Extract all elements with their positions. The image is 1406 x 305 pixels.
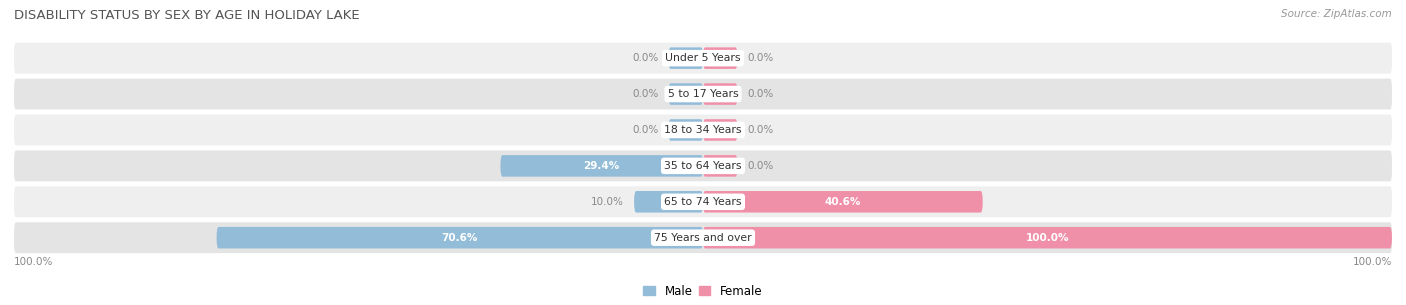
Text: 70.6%: 70.6% (441, 233, 478, 243)
FancyBboxPatch shape (217, 227, 703, 249)
Text: 75 Years and over: 75 Years and over (654, 233, 752, 243)
Text: 10.0%: 10.0% (591, 197, 624, 207)
FancyBboxPatch shape (14, 186, 1392, 217)
Text: 0.0%: 0.0% (631, 89, 658, 99)
FancyBboxPatch shape (669, 83, 703, 105)
Text: 100.0%: 100.0% (1026, 233, 1069, 243)
FancyBboxPatch shape (501, 155, 703, 177)
FancyBboxPatch shape (669, 119, 703, 141)
Text: 18 to 34 Years: 18 to 34 Years (664, 125, 742, 135)
FancyBboxPatch shape (703, 155, 738, 177)
Text: 0.0%: 0.0% (748, 53, 775, 63)
FancyBboxPatch shape (703, 119, 738, 141)
Text: 40.6%: 40.6% (825, 197, 860, 207)
Legend: Male, Female: Male, Female (638, 280, 768, 302)
FancyBboxPatch shape (14, 222, 1392, 253)
FancyBboxPatch shape (14, 43, 1392, 74)
Text: 5 to 17 Years: 5 to 17 Years (668, 89, 738, 99)
Text: 0.0%: 0.0% (631, 125, 658, 135)
FancyBboxPatch shape (703, 227, 1392, 249)
FancyBboxPatch shape (14, 150, 1392, 181)
Text: 29.4%: 29.4% (583, 161, 620, 171)
Text: 0.0%: 0.0% (748, 161, 775, 171)
FancyBboxPatch shape (703, 47, 738, 69)
FancyBboxPatch shape (703, 83, 738, 105)
FancyBboxPatch shape (14, 114, 1392, 145)
Text: 35 to 64 Years: 35 to 64 Years (664, 161, 742, 171)
Text: 100.0%: 100.0% (1353, 257, 1392, 267)
FancyBboxPatch shape (703, 191, 983, 213)
Text: 100.0%: 100.0% (14, 257, 53, 267)
FancyBboxPatch shape (634, 191, 703, 213)
Text: DISABILITY STATUS BY SEX BY AGE IN HOLIDAY LAKE: DISABILITY STATUS BY SEX BY AGE IN HOLID… (14, 9, 360, 22)
Text: 0.0%: 0.0% (631, 53, 658, 63)
Text: 65 to 74 Years: 65 to 74 Years (664, 197, 742, 207)
FancyBboxPatch shape (14, 79, 1392, 109)
Text: 0.0%: 0.0% (748, 89, 775, 99)
Text: Source: ZipAtlas.com: Source: ZipAtlas.com (1281, 9, 1392, 19)
FancyBboxPatch shape (669, 47, 703, 69)
Text: Under 5 Years: Under 5 Years (665, 53, 741, 63)
Text: 0.0%: 0.0% (748, 125, 775, 135)
